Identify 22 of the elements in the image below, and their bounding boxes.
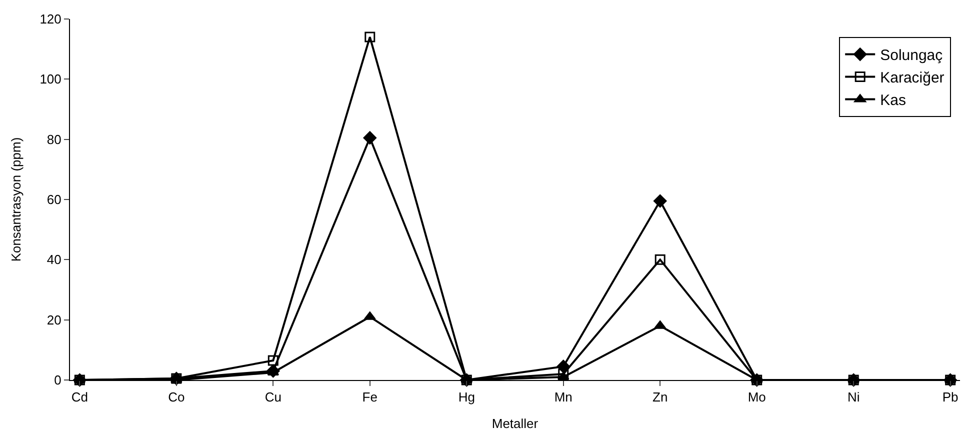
x-tick-label: Co bbox=[168, 390, 185, 405]
y-tick-label: 20 bbox=[46, 312, 62, 328]
legend-label: Karaciğer bbox=[880, 70, 944, 87]
x-axis-title: Metaller bbox=[492, 416, 539, 432]
y-tick-label: 0 bbox=[54, 372, 62, 388]
y-tick-label: 120 bbox=[40, 12, 62, 27]
y-tick-label: 80 bbox=[46, 132, 62, 147]
x-tick-label: Ni bbox=[847, 390, 860, 405]
x-tick-label: Mn bbox=[554, 390, 572, 405]
y-tick-label: 40 bbox=[46, 252, 62, 268]
x-tick-label: Hg bbox=[458, 390, 475, 405]
x-tick-label: Pb bbox=[942, 390, 958, 405]
x-tick-label: Cu bbox=[264, 390, 282, 405]
x-tick-label: Cd bbox=[71, 390, 88, 405]
x-tick-label: Mo bbox=[748, 390, 766, 405]
legend-label: Kas bbox=[880, 92, 906, 110]
legend-label: Solungaç bbox=[880, 47, 944, 64]
x-tick-label: Zn bbox=[652, 390, 668, 405]
y-tick-label: 60 bbox=[46, 192, 62, 208]
x-tick-label: Fe bbox=[362, 390, 378, 405]
y-axis-title: Konsantrasyon (ppm) bbox=[8, 137, 24, 262]
y-tick-label: 100 bbox=[40, 72, 62, 87]
